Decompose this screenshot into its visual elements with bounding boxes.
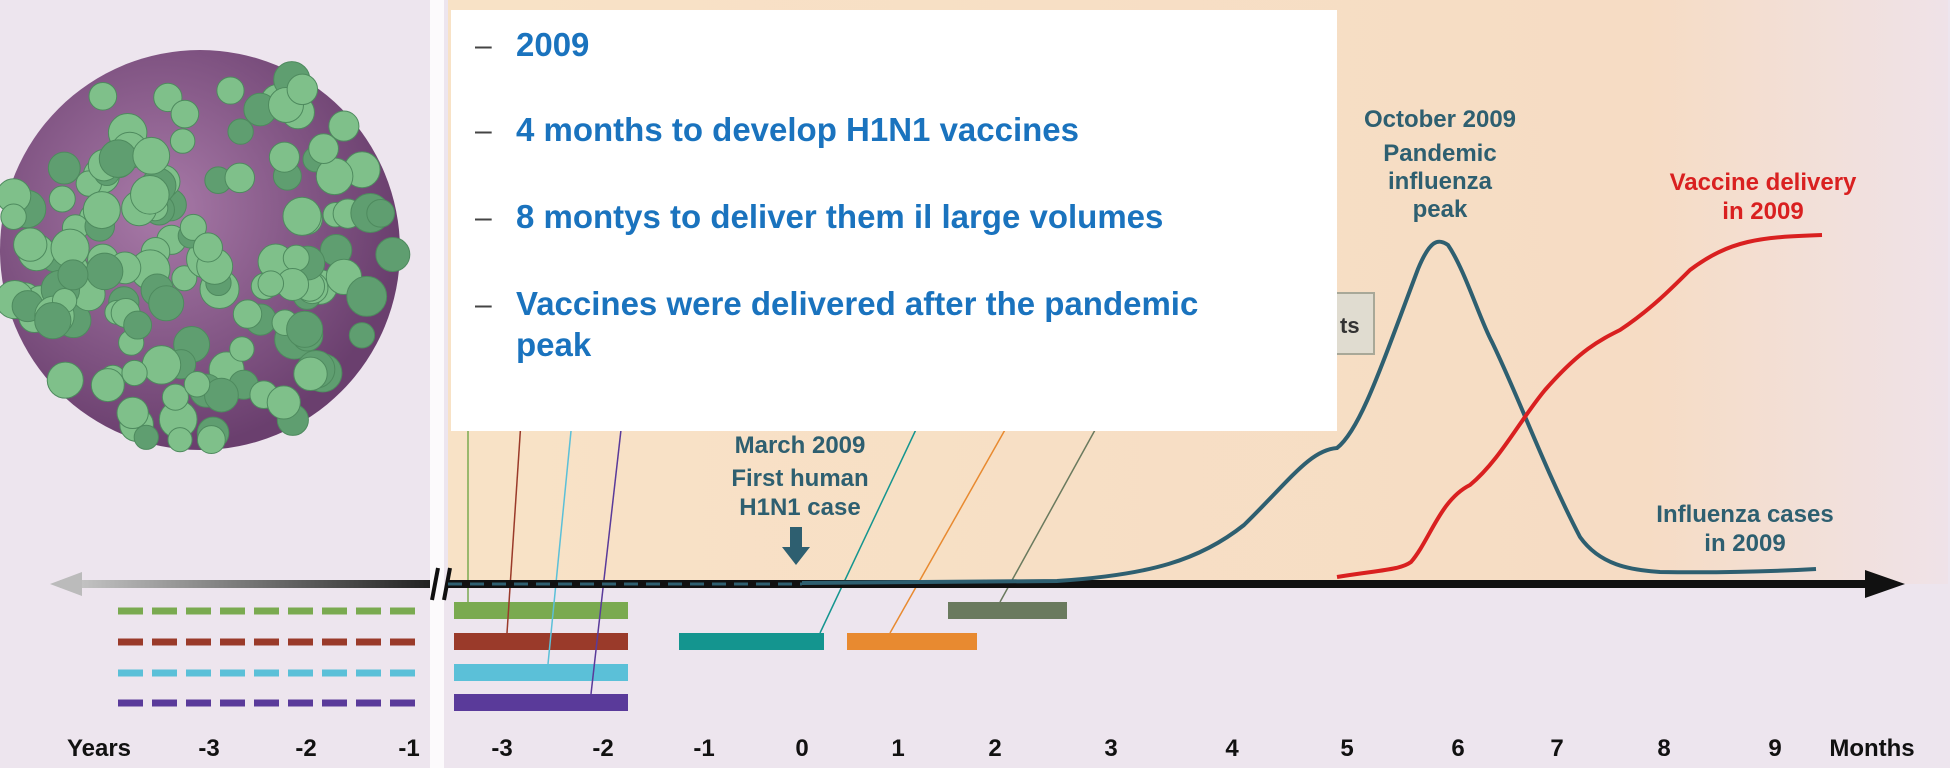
month-tick: 4 — [1225, 735, 1239, 762]
slide: ts –2009–4 months to develop H1N1 vaccin… — [0, 0, 1950, 768]
virus-spike — [329, 111, 359, 141]
virus-spike — [35, 302, 71, 338]
virus-spike — [171, 100, 199, 128]
month-tick: -2 — [592, 735, 613, 762]
bullet-dash: – — [475, 29, 492, 62]
influenza-label: Influenza cases — [1656, 501, 1833, 528]
virus-spike — [184, 371, 209, 396]
first-case-text: First human — [731, 465, 868, 492]
virus-spike — [283, 197, 321, 235]
virus-spike — [168, 428, 192, 452]
virus-spike — [49, 186, 75, 212]
year-tick: -3 — [198, 735, 219, 762]
virus-spike — [91, 369, 124, 402]
partial-box-text: ts — [1340, 313, 1360, 338]
months-label: Months — [1829, 735, 1914, 762]
virus-spike — [47, 362, 83, 398]
axis-months — [448, 580, 1878, 588]
vaccine-label: in 2009 — [1722, 198, 1803, 225]
virus-spike — [142, 346, 180, 384]
virus-spike — [170, 129, 194, 153]
virus-spike — [267, 386, 300, 419]
year-tick: -2 — [295, 735, 316, 762]
virus-spike — [294, 357, 327, 390]
virus-spike — [233, 300, 261, 328]
virus-spike — [376, 238, 410, 272]
vaccine-label: Vaccine delivery — [1670, 169, 1857, 196]
month-tick: 0 — [795, 735, 808, 762]
virus-spike — [122, 360, 147, 385]
month-tick: -1 — [693, 735, 714, 762]
month-tick: 7 — [1550, 735, 1563, 762]
virus-spike — [193, 233, 222, 262]
virus-spike — [89, 82, 117, 110]
bullet-text: peak — [516, 326, 592, 363]
virus-spike — [258, 271, 284, 297]
peak-text: peak — [1413, 196, 1468, 223]
virus-spike — [197, 426, 225, 454]
break-band — [430, 0, 444, 768]
bullet-dash: – — [475, 288, 492, 321]
first-case-title: March 2009 — [735, 432, 866, 459]
virus-spike — [225, 163, 255, 193]
virus-spike — [133, 137, 170, 174]
virus-spike — [99, 140, 136, 177]
virus-spike — [287, 74, 317, 104]
axis-years — [60, 580, 430, 588]
month-tick: 5 — [1340, 735, 1353, 762]
virus-spike — [83, 192, 120, 229]
month-tick: 2 — [988, 735, 1001, 762]
peak-title: October 2009 — [1364, 106, 1516, 133]
virus-spike — [48, 152, 80, 184]
month-tick: 8 — [1657, 735, 1670, 762]
virus-spike — [14, 228, 47, 261]
bullet-text: 2009 — [516, 26, 589, 63]
years-label: Years — [67, 735, 131, 762]
bullet-text: Vaccines were delivered after the pandem… — [516, 285, 1198, 322]
virus-spike — [134, 425, 158, 449]
month-tick: 9 — [1768, 735, 1781, 762]
virus-spike — [287, 311, 323, 347]
virus-spike — [124, 311, 152, 339]
virus-spike — [228, 119, 253, 144]
virus-spike — [309, 134, 339, 164]
virus-spike — [117, 397, 148, 428]
virus-spike — [149, 286, 184, 321]
influenza-label: in 2009 — [1704, 530, 1785, 557]
bullet-text: 8 montys to deliver them il large volume… — [516, 198, 1163, 235]
bullet-text: 4 months to develop H1N1 vaccines — [516, 111, 1079, 148]
month-tick: 6 — [1451, 735, 1464, 762]
virus-spike — [347, 276, 387, 316]
month-tick: 1 — [891, 735, 904, 762]
virus-spike — [131, 176, 170, 215]
virus-spike — [217, 77, 244, 104]
virus-spike — [230, 337, 254, 361]
virus-spike — [367, 199, 395, 227]
bullet-dash: – — [475, 114, 492, 147]
month-tick: 3 — [1104, 735, 1117, 762]
month-tick: -3 — [491, 735, 512, 762]
year-tick: -1 — [398, 735, 419, 762]
virus-spike — [269, 142, 299, 172]
first-case-text: H1N1 case — [739, 494, 860, 521]
virus-spike — [349, 323, 374, 348]
bullet-dash: – — [475, 201, 492, 234]
virus-spike — [1, 204, 26, 229]
virus-spike — [86, 253, 123, 290]
peak-text: Pandemic — [1383, 140, 1496, 167]
peak-text: influenza — [1388, 168, 1493, 195]
virus-spike — [283, 245, 309, 271]
virus-spike — [58, 260, 88, 290]
